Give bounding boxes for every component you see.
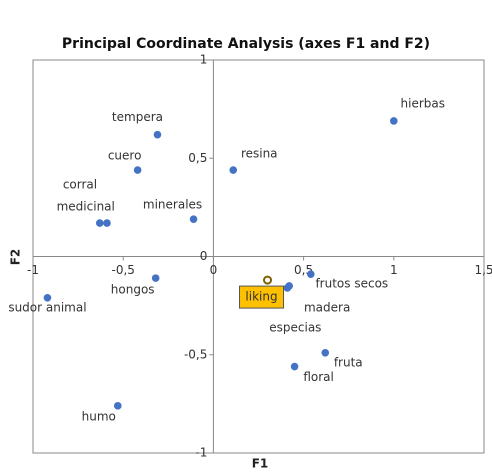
y-tick-label: 0,5 (188, 151, 207, 165)
y-axis-title: F2 (9, 249, 23, 266)
point-label: hongos (111, 283, 155, 297)
point (390, 117, 398, 125)
y-tick-label: -1 (195, 446, 207, 460)
point-label: medicinal (57, 200, 115, 214)
point (133, 166, 142, 174)
point-label: humo (82, 409, 116, 423)
point (153, 130, 162, 139)
x-tick-label: 1 (390, 263, 398, 277)
liking-point (263, 275, 273, 285)
point (321, 348, 330, 357)
point-label: sudor animal (8, 300, 86, 314)
x-tick-label: 1,5 (474, 263, 492, 277)
point-label: hierbas (401, 96, 445, 110)
y-tick-label: -0,5 (184, 347, 207, 361)
x-tick-label: 0 (210, 263, 218, 277)
x-axis-title: F1 (252, 457, 269, 471)
x-tick-label: -1 (27, 263, 39, 277)
point (113, 402, 122, 410)
point-label: minerales (143, 198, 202, 212)
point-label: madera (304, 300, 350, 314)
y-tick-label: 1 (200, 53, 208, 67)
point (290, 362, 299, 371)
liking-label: liking (245, 290, 277, 304)
x-tick-label: -0,5 (111, 263, 134, 277)
point-label: frutos secos (315, 277, 388, 291)
point (229, 166, 238, 174)
point (283, 284, 292, 292)
point-label: cuero (108, 149, 142, 163)
y-tick-label: 0 (200, 249, 208, 263)
point (307, 270, 315, 278)
liking-label-box (239, 285, 285, 309)
chart-title: Principal Coordinate Analysis (axes F1 a… (62, 36, 430, 52)
point-label: fruta (334, 355, 363, 369)
point-label: corral (63, 178, 97, 192)
point (43, 293, 52, 302)
point-label: resina (241, 147, 278, 161)
point (189, 215, 198, 223)
point-label: tempera (112, 110, 163, 124)
point-label: floral (303, 370, 334, 384)
point (103, 219, 111, 227)
point-label: especias (269, 320, 321, 334)
point (95, 219, 104, 227)
point (151, 274, 160, 282)
